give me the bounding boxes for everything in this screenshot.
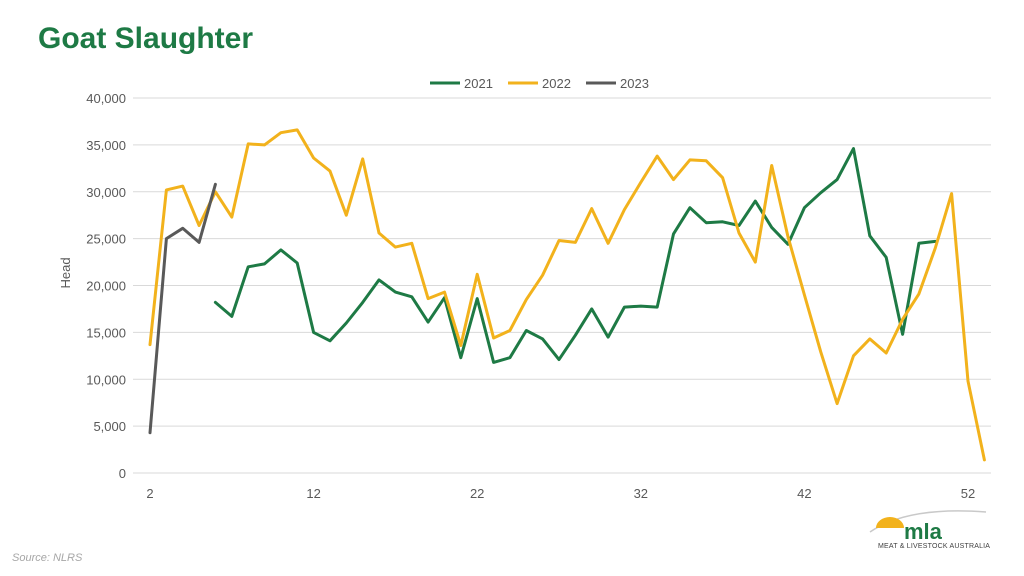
series-line-2022 [148, 128, 986, 462]
y-tick-label: 25,000 [86, 232, 126, 247]
y-tick-label: 15,000 [86, 325, 126, 340]
logo-sun-icon [876, 517, 904, 528]
logo-tagline: MEAT & LIVESTOCK AUSTRALIA [878, 543, 991, 550]
y-tick-label: 30,000 [86, 185, 126, 200]
series-line-2021 [213, 147, 937, 364]
y-axis-label: Head [58, 257, 73, 288]
logo-wordmark: mla [904, 519, 943, 544]
y-axis-tick-labels: 0 5,000 10,000 15,000 20,000 25,000 30,000 35,0… [86, 91, 126, 481]
x-tick-label: 32 [634, 486, 648, 501]
y-tick-label: 20,000 [86, 279, 126, 294]
y-tick-label: 5,000 [93, 419, 126, 434]
series-line-2023 [148, 182, 217, 435]
gridlines [133, 97, 991, 474]
mla-logo: mla [869, 510, 987, 544]
legend-label-2023[interactable]: 2023 [620, 76, 649, 91]
source-note: Source: NLRS [12, 552, 83, 564]
y-tick-label: 40,000 [86, 91, 126, 106]
legend[interactable]: 2021 2022 2023 [430, 76, 649, 91]
y-tick-label: 0 [119, 466, 126, 481]
page-title: Goat Slaughter [38, 22, 254, 55]
x-axis-tick-labels: 2 12 22 32 42 52 [146, 486, 975, 501]
y-tick-label: 35,000 [86, 138, 126, 153]
x-tick-label: 42 [797, 486, 811, 501]
x-tick-label: 12 [306, 486, 320, 501]
y-tick-label: 10,000 [86, 372, 126, 387]
x-tick-label: 52 [961, 486, 975, 501]
legend-label-2022[interactable]: 2022 [542, 76, 571, 91]
legend-label-2021[interactable]: 2021 [464, 76, 493, 91]
series-lines [148, 128, 986, 462]
x-tick-label: 22 [470, 486, 484, 501]
x-tick-label: 2 [146, 486, 153, 501]
